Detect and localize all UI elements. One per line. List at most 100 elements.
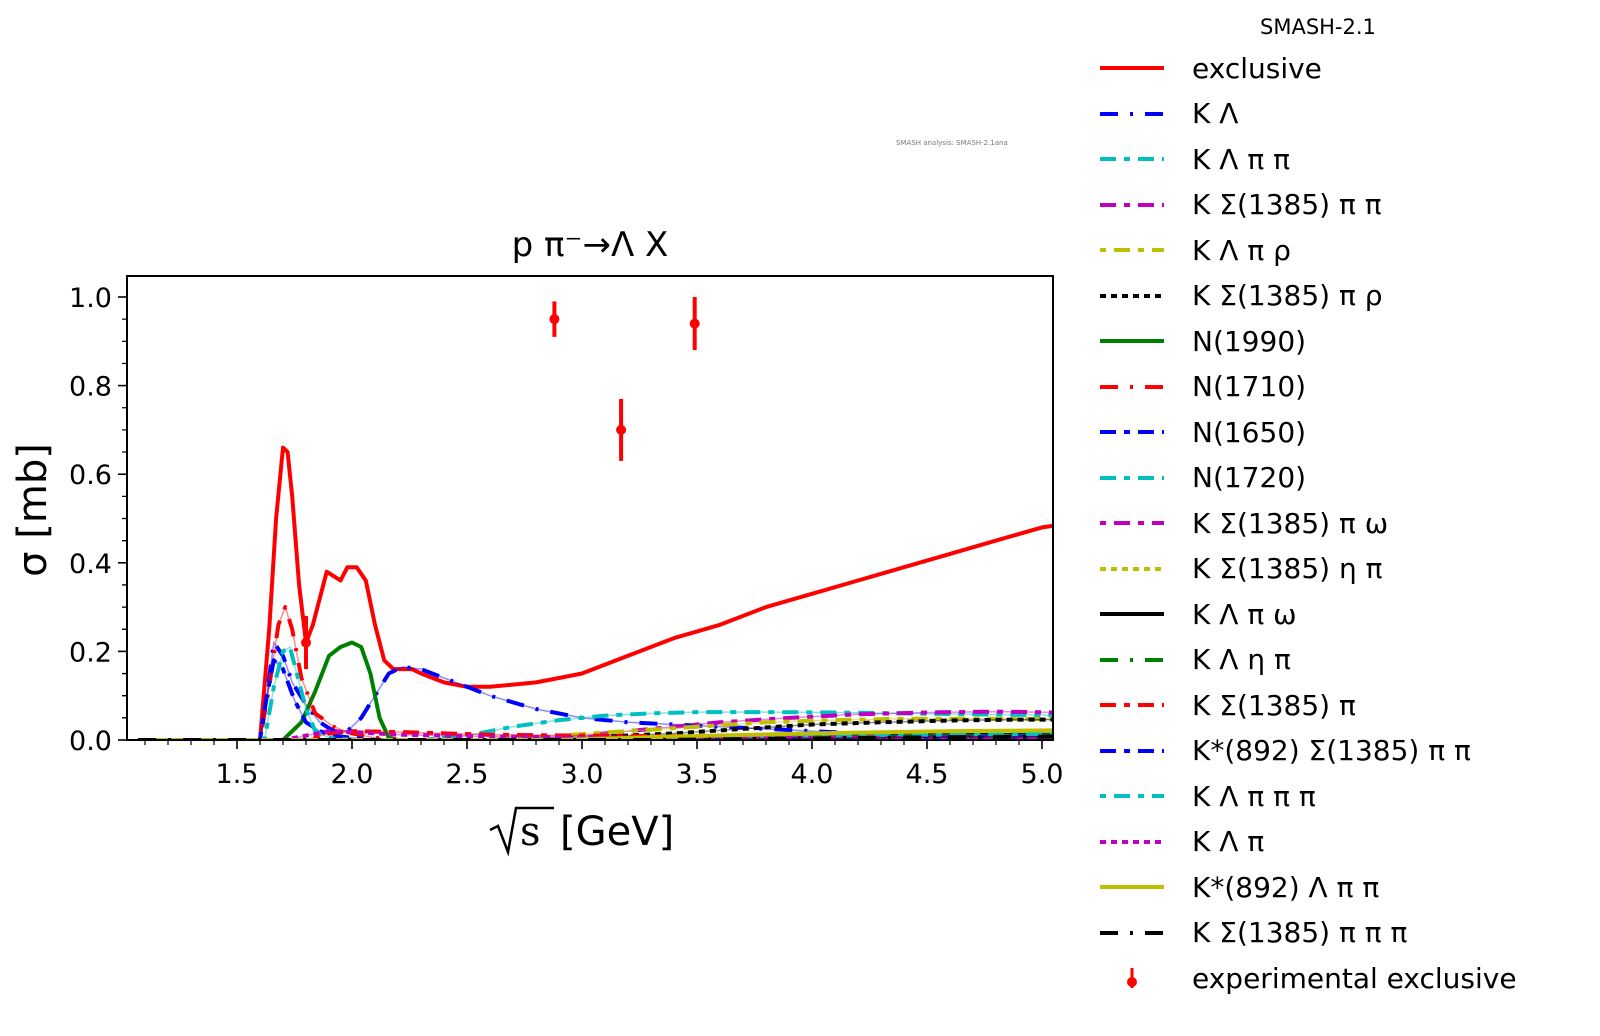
legend-swatch — [1100, 930, 1164, 935]
data-point — [549, 301, 560, 337]
legend-item: K Λ π — [1100, 822, 1264, 862]
series-line-8 — [138, 658, 1053, 740]
y-tick-label: 0.8 — [69, 372, 112, 403]
y-tick-label: 0.4 — [69, 549, 112, 580]
legend-item: N(1650) — [1100, 412, 1306, 452]
x-tick-label: 4.5 — [906, 759, 949, 790]
x-axis-label-root: s — [520, 809, 541, 855]
x-tick-label: 2.0 — [331, 759, 374, 790]
legend-swatch — [1100, 657, 1164, 662]
legend-label: K Λ π ρ — [1192, 233, 1291, 267]
legend-item: N(1710) — [1100, 367, 1306, 407]
legend-label: exclusive — [1192, 51, 1322, 85]
legend-item: K Λ π ω — [1100, 594, 1297, 634]
legend-item: K*(892) Σ(1385) π π — [1100, 731, 1471, 771]
data-marker — [301, 637, 311, 648]
legend-swatch — [1100, 384, 1164, 389]
legend-label: K Λ — [1192, 97, 1239, 130]
x-tick-label: 2.5 — [446, 759, 489, 790]
legend-label: K Λ π π π — [1192, 779, 1316, 813]
legend-item: K Λ — [1100, 94, 1238, 134]
series-band-1 — [138, 640, 1053, 740]
x-tick-label: 3.5 — [676, 759, 719, 790]
analysis-annotation: SMASH analysis: SMASH-2.1ana — [896, 139, 1008, 147]
data-marker — [549, 314, 560, 325]
y-tick-label: 1.0 — [69, 283, 112, 314]
legend-swatch — [1127, 968, 1137, 988]
legend-swatch — [1100, 612, 1164, 616]
legend-item: K*(892) Λ π π — [1100, 867, 1379, 907]
series-band-0 — [138, 445, 1053, 740]
legend-swatch — [1100, 839, 1164, 844]
data-marker — [616, 424, 627, 435]
x-axis: 1.5 2.0 2.5 3.0 3.5 4.0 4.5 5.0 — [144, 740, 1064, 790]
legend-swatch — [1100, 66, 1164, 70]
x-tick-label: 3.0 — [561, 759, 604, 790]
series-line-18 — [138, 728, 1053, 740]
legend-swatch — [1100, 339, 1164, 343]
legend-swatch — [1100, 521, 1164, 525]
y-axis: 0.0 0.2 0.4 0.6 0.8 1.0 — [69, 283, 127, 757]
errorbar-layer — [301, 297, 700, 670]
legend-label: N(1720) — [1192, 461, 1307, 494]
series-line-0 — [138, 445, 1053, 740]
legend-label: K Σ(1385) π ρ — [1192, 279, 1383, 312]
x-axis-label: s [GeV] — [489, 806, 674, 857]
y-axis-label: σ [mb] — [10, 443, 56, 577]
series-line-6 — [138, 640, 1053, 740]
legend-swatch — [1100, 248, 1164, 252]
legend-swatch — [1100, 885, 1164, 889]
legend-label: K Λ π — [1192, 825, 1265, 858]
legend-swatch — [1100, 293, 1164, 298]
legend-item: K Σ(1385) π ρ — [1100, 276, 1383, 316]
legend-label: K Λ η π — [1192, 643, 1291, 676]
data-point — [301, 615, 311, 670]
chart-title: p π⁻→Λ X — [512, 225, 669, 265]
legend-label: K Σ(1385) π — [1192, 688, 1356, 722]
legend-item: K Λ π π π — [1100, 776, 1316, 816]
legend-label: N(1990) — [1192, 324, 1307, 358]
legend-label: N(1710) — [1192, 370, 1307, 403]
legend-swatch — [1100, 111, 1164, 116]
legend-item: K Σ(1385) π π π — [1100, 913, 1407, 953]
legend-swatch — [1100, 430, 1164, 434]
y-tick-label: 0.0 — [69, 726, 112, 757]
series-line-9 — [138, 645, 1053, 740]
data-point — [616, 398, 627, 461]
series-line-17 — [138, 729, 1053, 740]
legend-label: N(1650) — [1192, 415, 1307, 449]
x-tick-label: 1.5 — [216, 759, 259, 790]
legend-swatch — [1100, 703, 1164, 707]
legend-item: K Σ(1385) π ω — [1100, 503, 1388, 543]
data-marker — [689, 318, 700, 329]
series-layer — [138, 445, 1053, 740]
legend-label: K Σ(1385) π π π — [1192, 916, 1408, 949]
legend-label: K Σ(1385) π ω — [1192, 506, 1389, 540]
legend-swatch — [1100, 748, 1164, 753]
x-tick-label: 5.0 — [1021, 759, 1064, 790]
series-line-1 — [138, 640, 1053, 740]
plot-frame — [126, 275, 1054, 741]
legend-title: SMASH-2.1 — [1260, 15, 1376, 39]
legend-label: K Λ π π — [1192, 142, 1290, 176]
legend-item: K Σ(1385) π — [1100, 685, 1356, 725]
legend-item: exclusive — [1100, 48, 1322, 88]
data-point — [689, 297, 700, 351]
legend-label: K Σ(1385) π π — [1192, 188, 1382, 221]
legend-swatch — [1100, 566, 1164, 571]
x-tick-label: 4.0 — [791, 759, 834, 790]
legend-label: experimental exclusive — [1192, 961, 1517, 995]
x-axis-label-unit: [GeV] — [560, 809, 674, 855]
legend-label: K*(892) Λ π π — [1192, 870, 1380, 904]
series-band-19 — [138, 735, 1053, 740]
legend-label: K*(892) Σ(1385) π π — [1192, 734, 1471, 767]
legend-swatch — [1100, 475, 1164, 480]
legend-item: N(1990) — [1100, 321, 1306, 361]
legend-swatch — [1100, 157, 1164, 161]
y-tick-label: 0.6 — [69, 460, 112, 491]
legend-swatch — [1100, 794, 1164, 798]
legend-item: K Λ η π — [1100, 640, 1291, 680]
legend-label: K Σ(1385) η π — [1192, 552, 1383, 585]
legend-item: K Λ π π — [1100, 139, 1290, 179]
